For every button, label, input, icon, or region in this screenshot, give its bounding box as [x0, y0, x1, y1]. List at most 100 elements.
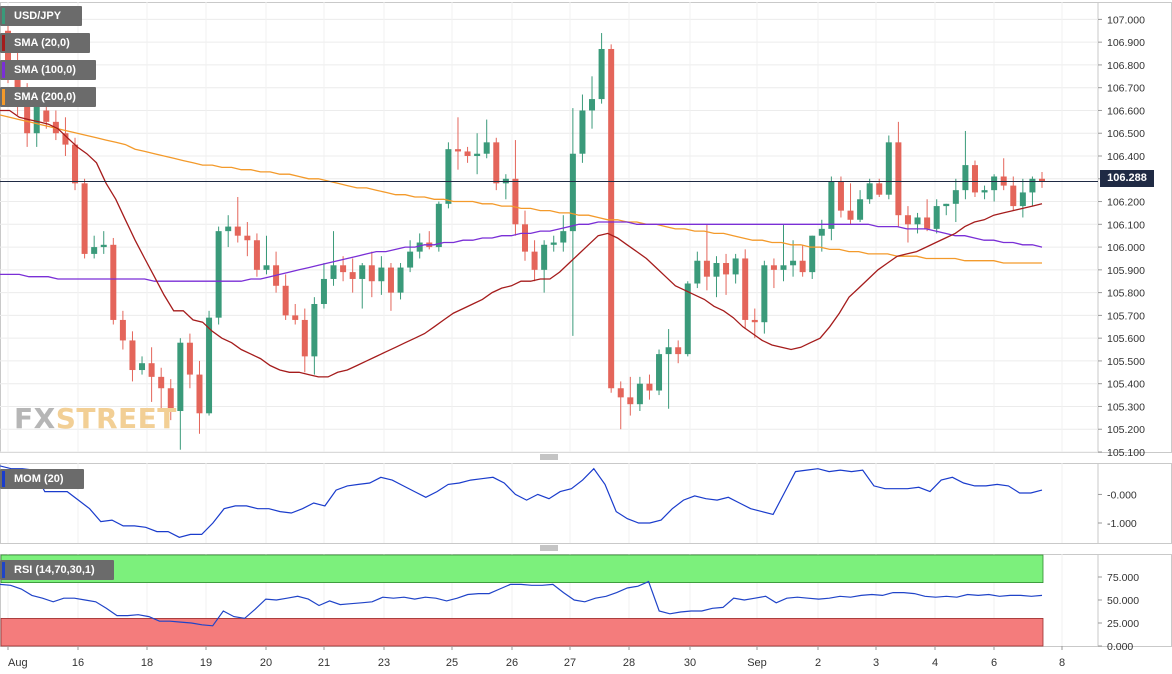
time-axis-tick-label: 20 [260, 657, 272, 669]
candle-body [100, 244, 107, 248]
time-axis-tick-label: 18 [141, 657, 153, 669]
symbol-label[interactable]: USD/JPY [0, 6, 82, 26]
sma-20-label[interactable]: SMA (20,0) [0, 33, 90, 53]
candle-body [589, 99, 596, 111]
time-axis-tick-label: 25 [446, 657, 458, 669]
time-axis-tick-label: 21 [318, 657, 330, 669]
time-axis-tick-label: 16 [72, 657, 84, 669]
sma-20-swatch [2, 35, 5, 51]
momentum-splitter-handle[interactable] [540, 454, 558, 460]
candle-body [119, 319, 126, 341]
candle-body [703, 260, 710, 277]
candle-body [799, 260, 806, 273]
rsi-axis-tick-label: 75.000 [1107, 572, 1139, 584]
momentum-axis-tick-label: -0.000 [1107, 489, 1137, 501]
candle-body [904, 215, 911, 225]
candle-body [971, 165, 978, 193]
candle-body [512, 178, 519, 225]
candle-body [301, 319, 308, 357]
candle-body [368, 265, 375, 282]
price-axis-tick-label: 106.200 [1107, 197, 1145, 209]
candle-body [464, 151, 471, 156]
candle-body [263, 265, 270, 270]
time-axis-tick-label: 19 [200, 657, 212, 669]
time-axis-tick-label: 8 [1059, 657, 1065, 669]
last-price-label: 106.288 [1100, 170, 1154, 187]
candle-body [857, 199, 864, 220]
candle-body [24, 101, 31, 134]
candle-body [818, 228, 825, 236]
momentum-label[interactable]: MOM (20) [0, 469, 84, 489]
candle-body [72, 144, 79, 184]
candle-body [962, 165, 969, 191]
candle-body [167, 388, 174, 412]
rsi-axis-tick-label: 25.000 [1107, 618, 1139, 630]
candle-body [675, 347, 682, 355]
candle-body [770, 265, 777, 270]
panel-frame-0 [0, 2, 1172, 453]
price-axis-tick-label: 105.400 [1107, 379, 1145, 391]
candle-body [1019, 192, 1026, 207]
price-axis-tick-label: 106.700 [1107, 83, 1145, 95]
candle-body [723, 263, 730, 275]
candle-body [474, 153, 481, 156]
time-axis-tick-label: 30 [684, 657, 696, 669]
candle-body [282, 285, 289, 316]
candle-body [311, 304, 318, 357]
price-axis-tick-label: 105.300 [1107, 401, 1145, 413]
symbol-label-text: USD/JPY [14, 10, 62, 22]
candle-body [569, 153, 576, 232]
rsi-label-text: RSI (14,70,30,1) [14, 564, 95, 576]
candle-body [665, 347, 672, 355]
candle-body [713, 263, 720, 277]
candle-body [981, 190, 988, 193]
candle-body [330, 265, 337, 279]
time-axis-tick-label: 27 [564, 657, 576, 669]
price-axis-tick-label: 105.800 [1107, 288, 1145, 300]
candle-body [206, 317, 213, 414]
time-axis-tick-label: 28 [623, 657, 635, 669]
candle-body [43, 110, 50, 122]
candle-body [1029, 178, 1036, 193]
candle-body [445, 149, 452, 204]
price-axis-tick-label: 105.100 [1107, 447, 1145, 459]
rsi-swatch [2, 562, 5, 578]
sma-200-label[interactable]: SMA (200,0) [0, 87, 96, 107]
candle-body [14, 64, 21, 102]
sma-20-label-text: SMA (20,0) [14, 37, 70, 49]
candle-body [1010, 185, 1017, 207]
rsi-splitter-handle[interactable] [540, 545, 558, 551]
candle-body [636, 383, 643, 405]
candle-body [196, 374, 203, 414]
candle-body [790, 260, 797, 266]
candle-body [598, 48, 605, 100]
momentum-label-text: MOM (20) [14, 473, 64, 485]
candle-body [62, 133, 69, 145]
candle-body [33, 105, 40, 134]
candle-body [158, 376, 165, 389]
price-axis-tick-label: 106.800 [1107, 60, 1145, 72]
candle-body [139, 363, 146, 371]
candle-body [1039, 178, 1045, 182]
time-axis-tick-label: 3 [873, 657, 879, 669]
candle-body [407, 251, 414, 268]
candle-body [129, 340, 136, 371]
candle-body [493, 142, 500, 184]
sma-100-swatch [2, 62, 5, 78]
price-axis-tick-label: 106.500 [1107, 128, 1145, 140]
rsi-oversold-band [0, 618, 1044, 647]
rsi-overbought-band [0, 554, 1044, 584]
candle-body [943, 203, 950, 207]
time-axis-tick-label: 4 [932, 657, 938, 669]
candle-body [416, 242, 423, 252]
price-axis-tick-label: 106.400 [1107, 151, 1145, 163]
rsi-label[interactable]: RSI (14,70,30,1) [0, 560, 114, 580]
time-axis-tick-label: 2 [815, 657, 821, 669]
candle-body [215, 231, 222, 318]
candle-body [387, 267, 394, 293]
sma-100-line [0, 221, 1043, 282]
candle-body [320, 278, 327, 304]
sma-100-label[interactable]: SMA (100,0) [0, 60, 96, 80]
